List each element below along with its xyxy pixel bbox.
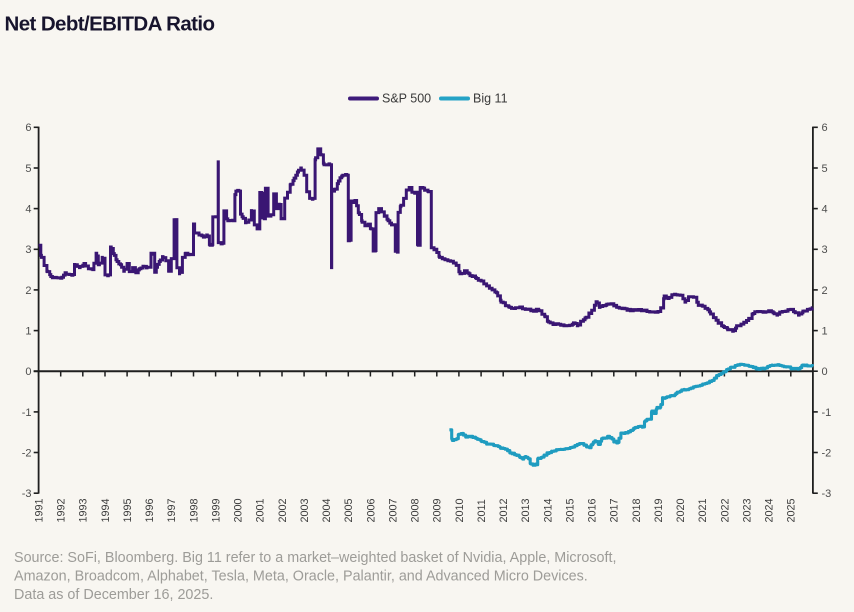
svg-text:5: 5: [822, 163, 828, 175]
svg-text:2018: 2018: [631, 498, 643, 522]
svg-text:1991: 1991: [34, 498, 46, 522]
svg-text:-3: -3: [22, 488, 32, 500]
svg-text:Data as of December 16, 2025.: Data as of December 16, 2025.: [14, 587, 213, 603]
svg-text:1997: 1997: [166, 498, 178, 522]
svg-text:2007: 2007: [388, 498, 400, 522]
svg-text:2002: 2002: [277, 498, 289, 522]
svg-text:3: 3: [25, 244, 31, 256]
svg-text:-2: -2: [22, 447, 32, 459]
svg-text:6: 6: [822, 122, 828, 134]
svg-text:2014: 2014: [542, 498, 554, 522]
svg-text:1998: 1998: [188, 498, 200, 522]
svg-text:1: 1: [25, 326, 31, 338]
svg-text:2013: 2013: [520, 498, 532, 522]
svg-text:2020: 2020: [675, 498, 687, 522]
svg-text:2: 2: [25, 285, 31, 297]
svg-text:-2: -2: [822, 447, 832, 459]
svg-text:2024: 2024: [764, 498, 776, 522]
svg-text:2006: 2006: [365, 498, 377, 522]
svg-text:1: 1: [822, 326, 828, 338]
svg-text:4: 4: [25, 204, 31, 216]
svg-text:2015: 2015: [565, 498, 577, 522]
svg-text:4: 4: [822, 204, 828, 216]
svg-text:Amazon, Broadcom, Alphabet, Te: Amazon, Broadcom, Alphabet, Tesla, Meta,…: [14, 569, 588, 585]
svg-text:1994: 1994: [100, 498, 112, 522]
svg-text:Big 11: Big 11: [473, 92, 508, 106]
svg-text:2011: 2011: [476, 499, 488, 522]
svg-text:3: 3: [822, 244, 828, 256]
svg-text:2010: 2010: [454, 498, 466, 522]
svg-text:2017: 2017: [609, 498, 621, 522]
svg-text:0: 0: [25, 366, 31, 378]
svg-text:2019: 2019: [653, 498, 665, 522]
svg-text:-3: -3: [822, 488, 832, 500]
svg-text:S&P 500: S&P 500: [382, 92, 431, 106]
svg-text:5: 5: [25, 163, 31, 175]
svg-text:2: 2: [822, 285, 828, 297]
svg-text:2022: 2022: [719, 498, 731, 522]
svg-text:2003: 2003: [299, 498, 311, 522]
svg-text:1992: 1992: [56, 498, 68, 522]
svg-text:1995: 1995: [122, 498, 134, 522]
svg-text:2004: 2004: [321, 498, 333, 522]
svg-text:Net Debt/EBITDA Ratio: Net Debt/EBITDA Ratio: [5, 13, 215, 36]
svg-text:-1: -1: [822, 407, 832, 419]
svg-text:-1: -1: [22, 407, 32, 419]
svg-text:0: 0: [822, 366, 828, 378]
svg-text:6: 6: [25, 122, 31, 134]
svg-text:1993: 1993: [78, 498, 90, 522]
svg-text:2021: 2021: [697, 498, 709, 522]
svg-text:2023: 2023: [741, 498, 753, 522]
svg-text:2001: 2001: [255, 498, 267, 522]
svg-text:2025: 2025: [786, 498, 798, 522]
svg-text:1999: 1999: [211, 498, 223, 522]
svg-text:2008: 2008: [410, 498, 422, 522]
svg-text:2000: 2000: [233, 498, 245, 522]
svg-text:Source: SoFi, Bloomberg. Big 1: Source: SoFi, Bloomberg. Big 11 refer to…: [14, 550, 616, 566]
svg-text:1996: 1996: [144, 498, 156, 522]
svg-text:2012: 2012: [498, 498, 510, 522]
svg-text:2016: 2016: [587, 498, 599, 522]
svg-text:2005: 2005: [343, 498, 355, 522]
svg-text:2009: 2009: [432, 498, 444, 522]
